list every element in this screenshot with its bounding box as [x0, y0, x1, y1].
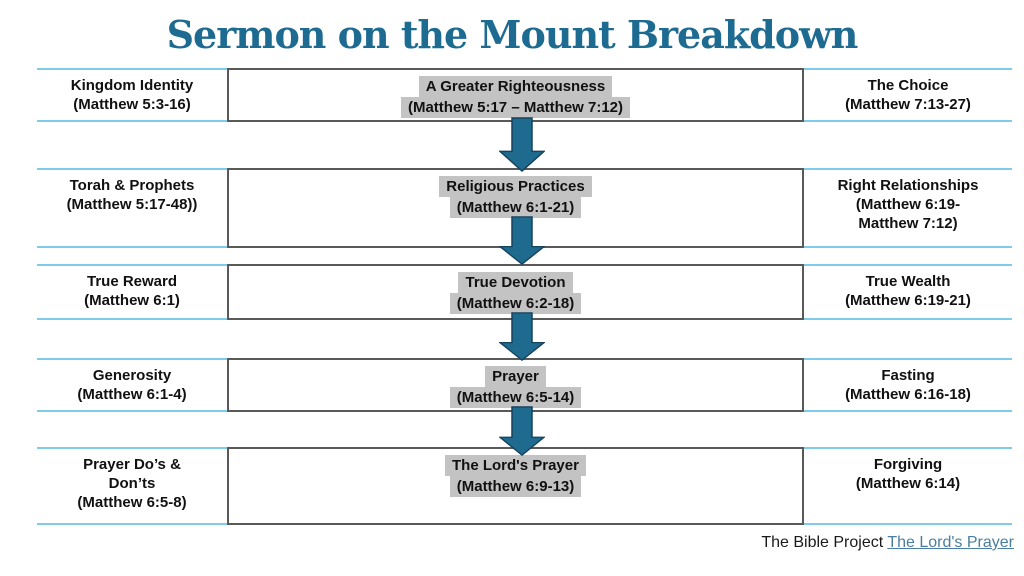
row3-left-title: True Reward — [86, 273, 178, 290]
row-prayer: Generosity (Matthew 6:1-4) Prayer (Matth… — [0, 358, 1024, 412]
row1-center-ref: (Matthew 5:17 – Matthew 7:12) — [400, 97, 631, 118]
row4-left-cell: Generosity (Matthew 6:1-4) — [37, 358, 227, 412]
row3-center-box: True Devotion (Matthew 6:2-18) — [227, 264, 804, 320]
row4-right-ref: (Matthew 6:16-18) — [845, 386, 971, 403]
row4-left-title: Generosity — [92, 367, 172, 384]
row1-left-cell: Kingdom Identity (Matthew 5:3-16) — [37, 68, 227, 122]
row4-center-title: Prayer — [485, 366, 546, 387]
credit-text: The Bible Project — [761, 534, 884, 551]
down-arrow-2 — [499, 216, 545, 265]
row2-center-ref: (Matthew 6:1-21) — [449, 197, 582, 218]
row5-right-ref: (Matthew 6:14) — [855, 475, 961, 492]
row2-left-title: Torah & Prophets — [69, 177, 195, 194]
row1-center-title: A Greater Righteousness — [418, 76, 613, 97]
row2-right-title: Right Relationships — [837, 177, 979, 194]
footer-credit: The Bible Project The Lord's Prayer — [761, 534, 1014, 552]
row5-left-title: Prayer Do’s & Don’ts — [83, 456, 181, 492]
row2-right-cell: Right Relationships (Matthew 6:19- Matth… — [804, 168, 1012, 248]
row4-left-ref: (Matthew 6:1-4) — [77, 386, 187, 403]
row-lords-prayer: Prayer Do’s & Don’ts (Matthew 6:5-8) The… — [0, 447, 1024, 525]
row2-center-title: Religious Practices — [439, 176, 592, 197]
row3-left-cell: True Reward (Matthew 6:1) — [37, 264, 227, 320]
row1-left-title: Kingdom Identity — [70, 77, 194, 94]
row5-center-ref: (Matthew 6:9-13) — [449, 476, 582, 497]
row5-left-cell: Prayer Do’s & Don’ts (Matthew 6:5-8) — [37, 447, 227, 525]
row2-center-box: Religious Practices (Matthew 6:1-21) — [227, 168, 804, 248]
row-kingdom-identity: Kingdom Identity (Matthew 5:3-16) A Grea… — [0, 68, 1024, 122]
row4-center-ref: (Matthew 6:5-14) — [449, 387, 582, 408]
row1-right-cell: The Choice (Matthew 7:13-27) — [804, 68, 1012, 122]
row4-right-title: Fasting — [881, 367, 935, 384]
row4-right-cell: Fasting (Matthew 6:16-18) — [804, 358, 1012, 412]
row-religious-practices: Torah & Prophets (Matthew 5:17-48)) Reli… — [0, 168, 1024, 248]
row5-right-cell: Forgiving (Matthew 6:14) — [804, 447, 1012, 525]
row5-right-title: Forgiving — [873, 456, 943, 473]
row5-center-box: The Lord's Prayer (Matthew 6:9-13) — [227, 447, 804, 525]
row5-left-ref: (Matthew 6:5-8) — [77, 494, 187, 511]
row-true-devotion: True Reward (Matthew 6:1) True Devotion … — [0, 264, 1024, 320]
row3-center-title: True Devotion — [458, 272, 573, 293]
down-arrow-4 — [499, 406, 545, 456]
row5-center-title: The Lord's Prayer — [445, 455, 586, 476]
down-arrow-1 — [499, 117, 545, 172]
row2-right-ref: (Matthew 6:19- Matthew 7:12) — [855, 196, 961, 232]
row2-left-cell: Torah & Prophets (Matthew 5:17-48)) — [37, 168, 227, 248]
down-arrow-3 — [499, 312, 545, 361]
page-title: Sermon on the Mount Breakdown — [166, 12, 859, 57]
row3-left-ref: (Matthew 6:1) — [84, 292, 180, 309]
row2-left-ref: (Matthew 5:17-48)) — [66, 196, 198, 213]
lords-prayer-link[interactable]: The Lord's Prayer — [887, 534, 1014, 551]
row1-right-ref: (Matthew 7:13-27) — [845, 96, 971, 113]
row4-center-box: Prayer (Matthew 6:5-14) — [227, 358, 804, 412]
row3-center-ref: (Matthew 6:2-18) — [449, 293, 582, 314]
row3-right-title: True Wealth — [865, 273, 951, 290]
row3-right-cell: True Wealth (Matthew 6:19-21) — [804, 264, 1012, 320]
row3-right-ref: (Matthew 6:19-21) — [845, 292, 971, 309]
row1-left-ref: (Matthew 5:3-16) — [73, 96, 191, 113]
row1-center-box: A Greater Righteousness (Matthew 5:17 – … — [227, 68, 804, 122]
row1-right-title: The Choice — [867, 77, 949, 94]
